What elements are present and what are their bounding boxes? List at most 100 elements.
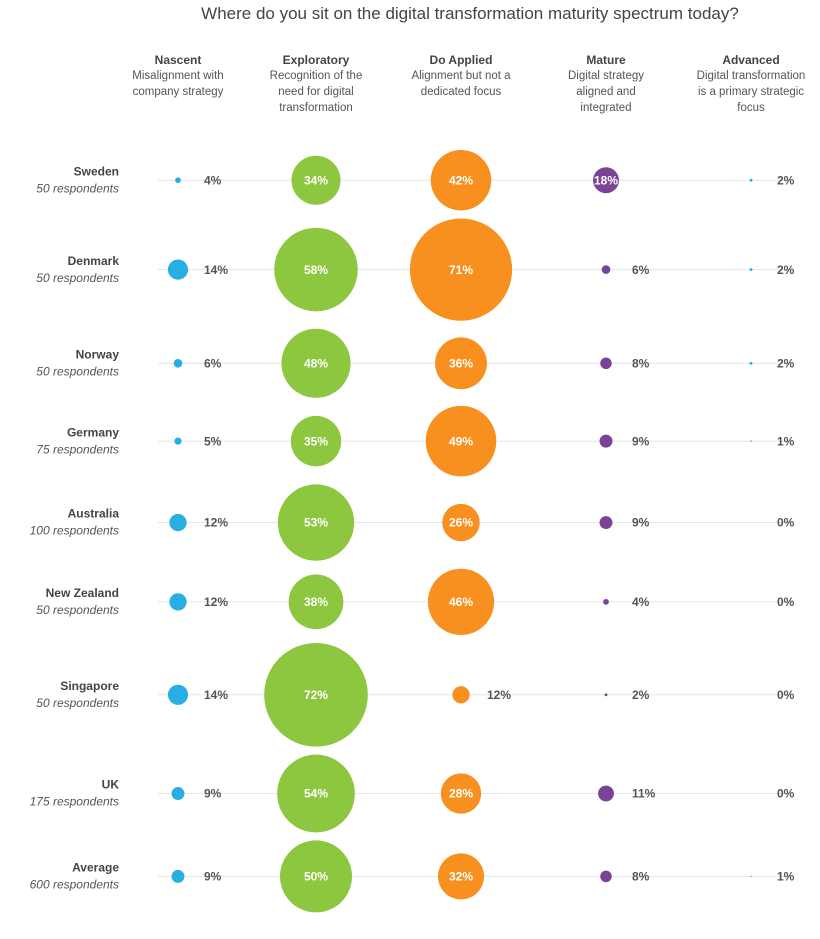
bubble (288, 574, 344, 630)
row-respondents: 100 respondents (30, 524, 119, 538)
column-header: Mature Digital strategy aligned and integ… (550, 52, 662, 116)
column-description: Digital strategy aligned and integrated (567, 70, 645, 114)
bubble (427, 568, 495, 635)
bubble (749, 268, 753, 272)
bubble (277, 484, 355, 561)
column-header: Advanced Digital transformation is a prim… (695, 52, 807, 116)
column-header: Do Applied Alignment but not a dedicated … (405, 52, 517, 100)
bubble (291, 155, 341, 205)
bubble (750, 440, 752, 442)
value-label: 28% (449, 787, 473, 801)
column-header: Nascent Misalignment with company strateg… (122, 52, 234, 100)
value-label: 0% (777, 787, 795, 801)
row-label: Denmark (68, 254, 120, 268)
column-name: Nascent (154, 53, 202, 67)
value-label: 1% (777, 870, 795, 884)
value-label: 54% (304, 787, 328, 801)
row-respondents: 50 respondents (36, 181, 119, 195)
row-respondents: 175 respondents (30, 795, 119, 809)
value-label: 26% (449, 516, 473, 530)
value-label: 2% (777, 263, 795, 277)
bubble (171, 787, 185, 801)
column-description: Recognition of the need for digital tran… (269, 70, 363, 114)
bubble (452, 686, 470, 704)
bubble (599, 516, 613, 530)
value-label: 0% (777, 688, 795, 702)
bubble (169, 513, 187, 532)
bubble (430, 150, 492, 211)
row-label: Sweden (74, 164, 119, 178)
row-label: Australia (68, 507, 120, 521)
bubble (290, 415, 342, 467)
bubble (435, 337, 487, 390)
bubble (167, 259, 189, 280)
row-label: Average (72, 861, 119, 875)
value-label: 14% (204, 688, 228, 702)
column-name: Mature (586, 53, 626, 67)
bubble (409, 218, 513, 321)
bubble (280, 840, 352, 913)
value-label: 4% (204, 173, 222, 187)
value-label: 36% (449, 356, 473, 370)
value-label: 34% (304, 173, 328, 187)
row-label: Singapore (60, 679, 119, 693)
bubble (593, 167, 619, 194)
bubble (601, 265, 611, 274)
row-label: Norway (76, 347, 120, 361)
bubble (437, 853, 485, 900)
column-name: Do Applied (429, 53, 493, 67)
value-label: 5% (204, 434, 222, 448)
value-label: 38% (304, 595, 328, 609)
bubble (604, 693, 608, 697)
value-label: 12% (487, 688, 511, 702)
bubble (167, 684, 189, 705)
bubble (442, 503, 480, 542)
value-label: 53% (304, 516, 328, 530)
value-label: 0% (777, 516, 795, 530)
value-label: 8% (632, 870, 650, 884)
value-label: 2% (777, 173, 795, 187)
bubble (171, 869, 185, 883)
bubble (277, 754, 355, 833)
bubble (749, 361, 753, 365)
value-label: 18% (594, 173, 618, 187)
bubble (281, 328, 351, 398)
column-description: Misalignment with company strategy (132, 70, 224, 98)
bubble (598, 785, 614, 802)
value-label: 12% (204, 516, 228, 530)
bubble (169, 593, 187, 611)
chart-title: Where do you sit on the digital transfor… (201, 4, 739, 23)
value-label: 4% (632, 595, 650, 609)
value-label: 0% (777, 595, 795, 609)
column-header: Exploratory Recognition of the need for d… (260, 52, 372, 116)
value-label: 71% (449, 263, 473, 277)
value-label: 49% (449, 434, 473, 448)
bubble (603, 598, 609, 605)
bubble (749, 178, 753, 182)
row-label: Germany (67, 425, 119, 439)
bubble (599, 434, 613, 448)
row-respondents: 75 respondents (36, 442, 119, 456)
bubble (425, 405, 497, 477)
row-label: UK (102, 778, 120, 792)
value-label: 8% (632, 356, 650, 370)
row-respondents: 50 respondents (36, 364, 119, 378)
row-respondents: 50 respondents (36, 696, 119, 710)
value-label: 2% (777, 356, 795, 370)
value-label: 6% (632, 263, 650, 277)
bubble (174, 437, 182, 445)
value-label: 9% (632, 516, 650, 530)
bubble (600, 870, 612, 883)
value-label: 32% (449, 870, 473, 884)
column-description: Digital transformation is a primary stra… (696, 70, 806, 114)
row-respondents: 600 respondents (30, 878, 119, 892)
value-label: 14% (204, 263, 228, 277)
bubble (175, 177, 181, 184)
value-label: 6% (204, 356, 222, 370)
bubble (600, 357, 612, 370)
value-label: 11% (632, 787, 656, 801)
bubble (274, 227, 358, 312)
bubble (440, 773, 482, 814)
